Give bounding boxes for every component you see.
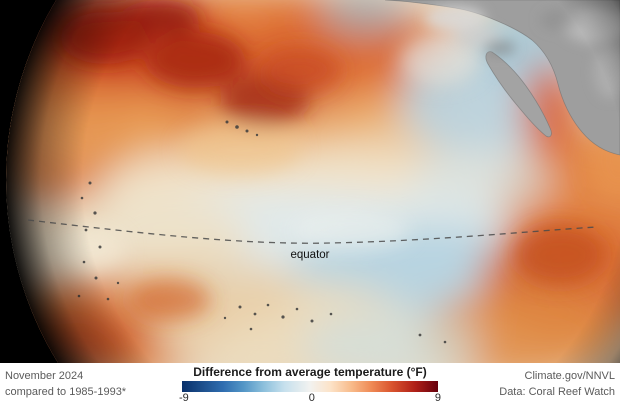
credit-site: Climate.gov/NNVL bbox=[524, 370, 615, 382]
globe-visualization: equator bbox=[0, 0, 620, 363]
date-block: November 2024 compared to 1985-1993* bbox=[5, 369, 126, 401]
colorbar-mid-label: 0 bbox=[308, 392, 315, 404]
colorbar-tick-labels: -9 0 9 bbox=[179, 392, 441, 404]
colorbar-min-label: -9 bbox=[179, 392, 189, 404]
globe-svg: equator bbox=[6, 0, 620, 363]
equator-label: equator bbox=[290, 249, 329, 261]
date-label: November 2024 bbox=[5, 370, 84, 382]
colorbar-title: Difference from average temperature (°F) bbox=[193, 365, 427, 379]
equator-line bbox=[27, 219, 597, 244]
temperature-colorbar bbox=[182, 381, 438, 392]
colorbar-max-label: 9 bbox=[434, 392, 441, 404]
baseline-label: compared to 1985-1993* bbox=[5, 385, 127, 398]
footer: November 2024 compared to 1985-1993* Dif… bbox=[0, 363, 620, 413]
limb-shading bbox=[6, 0, 620, 363]
colorbar-block: Difference from average temperature (°F)… bbox=[175, 365, 445, 404]
credit-data: Data: Coral Reef Watch bbox=[499, 385, 615, 398]
credits-block: Climate.gov/NNVL Data: Coral Reef Watch bbox=[499, 369, 615, 401]
globe-sphere: equator bbox=[6, 0, 620, 363]
